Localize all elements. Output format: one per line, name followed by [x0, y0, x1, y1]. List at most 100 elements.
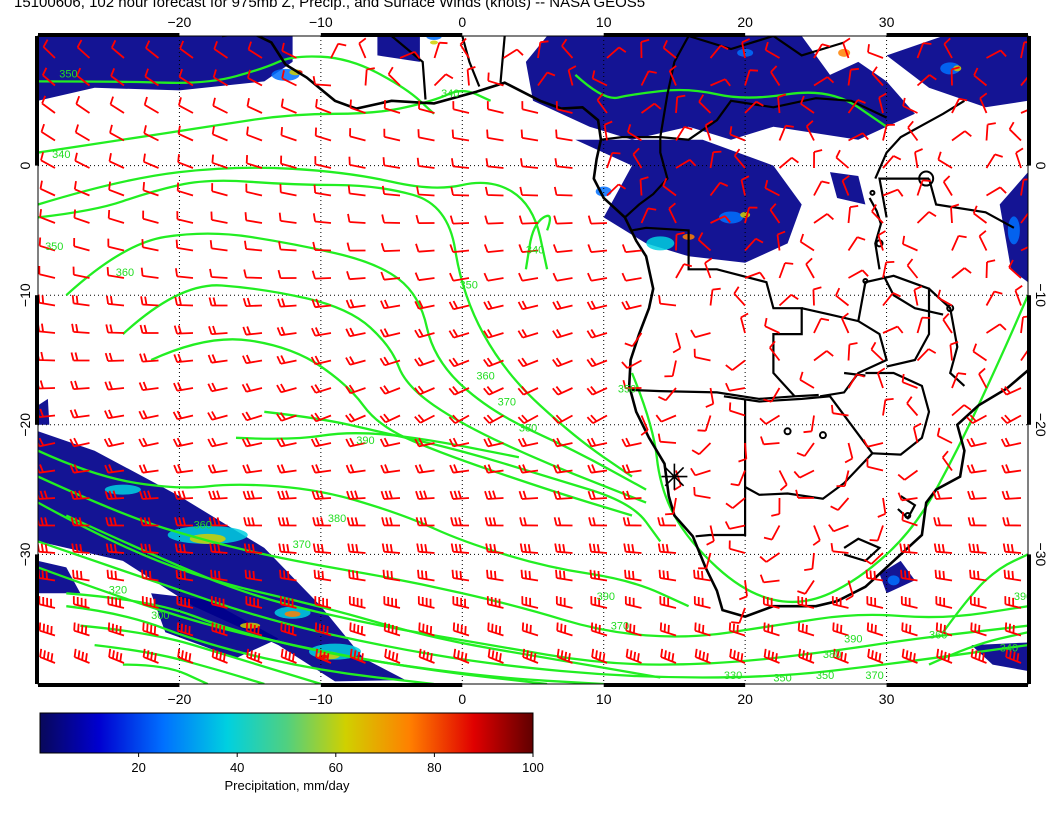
wind-barb [878, 92, 887, 114]
wind-barb [793, 469, 815, 479]
lat-tick-left: −30 [17, 542, 33, 566]
wind-barb [561, 38, 574, 59]
wind-barb [1008, 259, 1022, 279]
wind-barb [242, 354, 263, 365]
lon-tick-bottom: −10 [309, 691, 333, 707]
wind-barb [241, 411, 263, 422]
wind-barb [798, 648, 815, 664]
wind-barb [348, 156, 366, 169]
wind-barb [247, 69, 263, 87]
map-title: 15100606, 102 hour forecast for 975mb Z,… [14, 0, 646, 11]
wind-barb [449, 272, 470, 282]
wind-barb [381, 543, 401, 554]
contour-label: 370 [865, 670, 883, 682]
wind-barb [141, 569, 159, 582]
wind-barb [660, 648, 677, 664]
wind-barb [555, 129, 573, 142]
wind-barb [177, 154, 194, 169]
wind-barb [244, 212, 263, 224]
wind-barb [415, 243, 435, 253]
wind-barb [799, 233, 815, 252]
wind-barb [937, 289, 953, 307]
wind-barb [710, 78, 731, 87]
wind-barb [813, 43, 831, 59]
colorbar-tick-label: 100 [522, 760, 544, 775]
wind-barb [848, 269, 869, 279]
wind-barb [349, 648, 366, 664]
wind-barb [281, 70, 297, 87]
wind-barb [876, 367, 886, 389]
wind-barb [639, 176, 649, 196]
wind-barb [415, 490, 435, 500]
wind-barb [416, 157, 435, 169]
wind-barb [625, 622, 642, 637]
wind-barb [104, 409, 125, 420]
wind-barb [675, 231, 685, 251]
precip-area-1 [377, 36, 420, 62]
wind-barb [379, 328, 401, 338]
contour-line-11 [65, 514, 1028, 666]
wind-barb [832, 648, 849, 664]
wind-barb [725, 497, 746, 509]
lat-tick-right: −20 [1033, 413, 1049, 437]
wind-barb [935, 622, 953, 637]
wind-barb [452, 596, 470, 609]
wind-barb [276, 355, 297, 365]
wind-barb [778, 156, 799, 169]
wind-barb [39, 648, 56, 664]
wind-barb [936, 427, 953, 444]
wind-barb [173, 353, 194, 363]
wind-barb [693, 596, 711, 609]
wind-barb [207, 382, 228, 393]
wind-barb [555, 596, 573, 609]
wind-barb [414, 357, 435, 367]
border-8 [659, 36, 690, 138]
wind-barb [178, 97, 194, 114]
wind-barb [882, 155, 902, 169]
wind-barb [177, 125, 194, 142]
wind-barb [552, 300, 573, 311]
wind-barb [452, 622, 470, 637]
wind-barb [693, 348, 711, 362]
wind-barb [449, 215, 470, 225]
wind-barb [709, 181, 729, 197]
wind-barb [763, 622, 780, 637]
wind-barb [312, 241, 332, 252]
wind-barb [985, 153, 1003, 169]
colorbar-tick-label: 40 [230, 760, 244, 775]
wind-barb [969, 596, 987, 609]
wind-barb [138, 410, 159, 420]
wind-barb [1015, 147, 1024, 169]
lake-4 [869, 189, 876, 196]
wind-barb [175, 239, 194, 252]
wind-barb [311, 298, 332, 309]
wind-barb [1001, 464, 1022, 474]
wind-barb [345, 299, 366, 309]
wind-barb [830, 497, 850, 511]
wind-barb [104, 352, 125, 362]
wind-barb [212, 69, 228, 87]
wind-barb [555, 101, 573, 114]
wind-barb [906, 396, 919, 417]
wind-barb [632, 147, 643, 169]
wind-barb [869, 525, 884, 542]
wind-barb [207, 354, 228, 364]
wind-barb [349, 128, 366, 142]
wind-barb [483, 272, 504, 282]
wind-barb [210, 596, 228, 609]
wind-barb [556, 648, 573, 664]
wind-barb [978, 230, 988, 251]
wind-barb [966, 464, 987, 474]
wind-barb [105, 543, 125, 554]
wind-barb [675, 159, 697, 169]
wind-barb [985, 122, 996, 141]
wind-barb [606, 183, 626, 197]
contour-labels: 3503403403403503603503603703803503903803… [45, 68, 1028, 684]
wind-barb [978, 367, 988, 389]
lon-tick-top: −10 [309, 14, 333, 30]
wind-barb [621, 272, 642, 282]
station-star-marker [661, 463, 688, 490]
lat-lon-gridlines [38, 36, 1028, 684]
wind-barb [140, 267, 159, 279]
